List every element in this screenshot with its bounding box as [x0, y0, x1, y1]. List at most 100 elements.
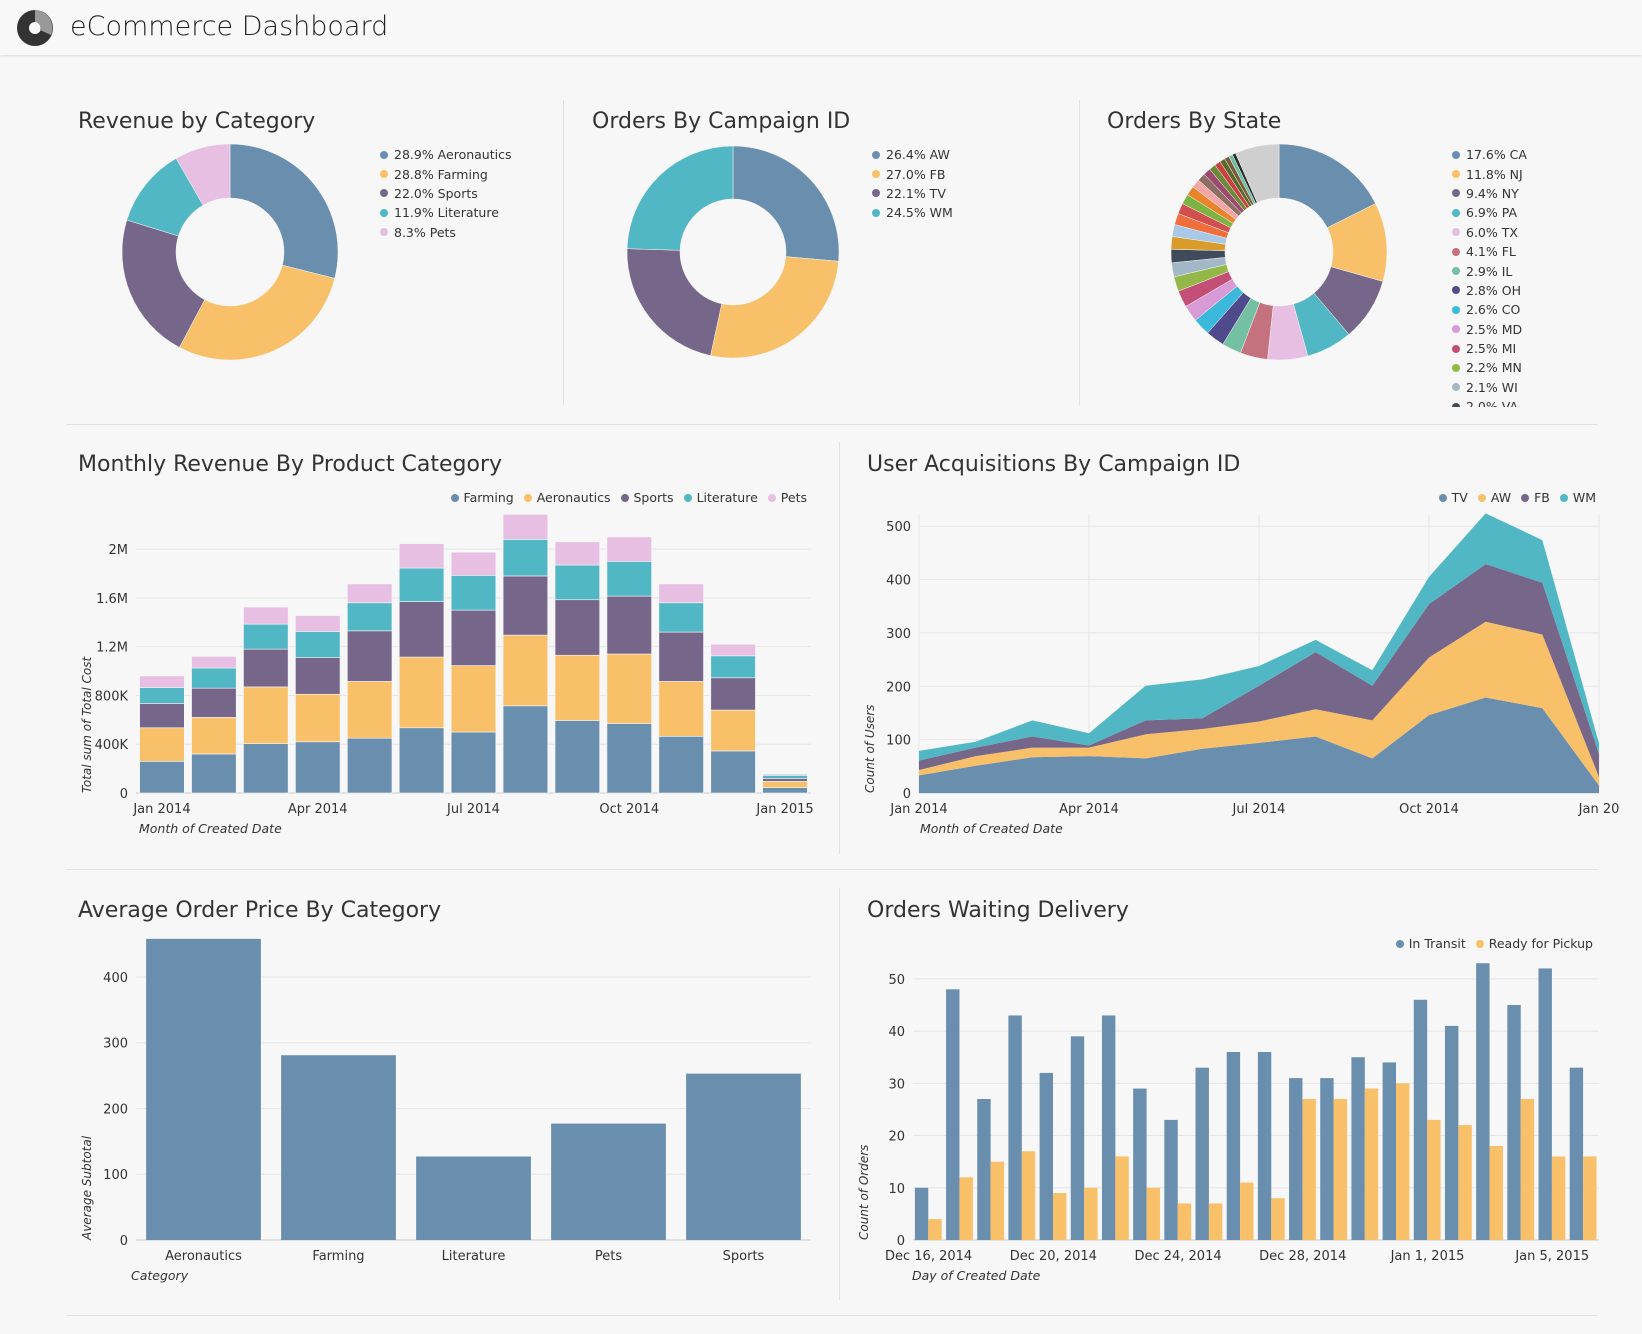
donut-logo-icon[interactable] [17, 10, 53, 46]
legend-label: 6.9% PA [1466, 205, 1518, 221]
legend-item[interactable]: 2.0% VA [1452, 397, 1527, 407]
y-tick-label: 0 [120, 1234, 128, 1249]
legend-label: 6.0% TX [1466, 224, 1518, 240]
legend-item[interactable]: 22.0% Sports [380, 184, 511, 203]
legend-item[interactable]: FB [1521, 490, 1550, 505]
bar-in-transit [1507, 1005, 1521, 1240]
x-tick-label: Apr 2014 [1059, 802, 1119, 817]
bar-segment-aeronautics [762, 781, 808, 788]
legend-item[interactable]: 28.8% Farming [380, 164, 511, 183]
legend-label: 9.4% NY [1466, 185, 1519, 201]
legend-item[interactable]: Pets [767, 490, 807, 505]
bar-segment-aeronautics [191, 717, 237, 755]
legend-item[interactable]: Farming [450, 490, 514, 505]
legend-item[interactable]: WM [1559, 490, 1596, 505]
bar [551, 1123, 666, 1240]
bar-segment-sports [450, 609, 497, 666]
legend-item[interactable]: 17.6% CA [1452, 145, 1527, 164]
legend-dot-icon [1452, 325, 1460, 334]
legend-item[interactable]: 9.4% NY [1452, 184, 1527, 203]
legend-item[interactable]: Ready for Pickup [1475, 936, 1593, 951]
legend-item[interactable]: AW [1477, 490, 1511, 505]
legend-item[interactable]: 2.8% OH [1452, 281, 1527, 300]
bar-ready-for-pickup [1489, 1146, 1503, 1240]
y-tick-label: 200 [103, 1102, 128, 1117]
legend-label: 11.9% Literature [394, 205, 499, 221]
legend-item[interactable]: Literature [683, 490, 758, 505]
legend-item[interactable]: 2.9% IL [1452, 261, 1527, 280]
divider [67, 869, 1597, 870]
bar-segment-pets [658, 583, 704, 604]
legend-item[interactable]: 24.5% WM [872, 203, 953, 222]
panel-title-monthly-revenue: Monthly Revenue By Product Category [78, 452, 503, 477]
legend-item[interactable]: 4.1% FL [1452, 242, 1527, 261]
legend-item[interactable]: 2.1% WI [1452, 378, 1527, 397]
bar-ready-for-pickup [990, 1161, 1005, 1240]
legend-item[interactable]: Sports [620, 490, 674, 505]
legend-item[interactable]: 2.2% MN [1452, 358, 1527, 377]
bar-segment-farming [658, 736, 704, 794]
x-tick-label: Dec 20, 2014 [1010, 1249, 1097, 1264]
bar-ready-for-pickup [1240, 1182, 1254, 1240]
legend-item[interactable]: 6.9% PA [1452, 203, 1527, 222]
bar-in-transit [914, 1187, 929, 1240]
y-tick-label: 2M [109, 543, 129, 558]
legend-label: Sports [633, 490, 674, 505]
bar-in-transit [1257, 1052, 1272, 1240]
bar-ready-for-pickup [1084, 1187, 1098, 1240]
x-tick-label: Jan 2015 [755, 802, 813, 817]
bar-ready-for-pickup [1271, 1198, 1285, 1240]
legend-item[interactable]: 6.0% TX [1452, 223, 1527, 242]
revenue-category-slice [121, 219, 206, 348]
bar-segment-aeronautics [347, 681, 393, 739]
legend-item[interactable]: 11.9% Literature [380, 203, 511, 222]
bar-in-transit [1538, 968, 1552, 1240]
bar-in-transit [1008, 1015, 1022, 1240]
legend-dot-icon [1521, 493, 1530, 502]
legend-item[interactable]: 27.0% FB [872, 164, 953, 183]
y-tick-label: 100 [886, 734, 911, 749]
legend-item[interactable]: 2.5% MD [1452, 320, 1527, 339]
legend-item[interactable]: TV [1438, 490, 1468, 505]
legend-item[interactable]: In Transit [1395, 936, 1466, 951]
y-tick-label: 20 [888, 1130, 905, 1145]
bar-segment-sports [606, 595, 652, 655]
bar-in-transit [1444, 1025, 1459, 1240]
bar-segment-literature [450, 575, 497, 611]
legend-dot-icon [1452, 189, 1460, 198]
bar-segment-sports [658, 631, 704, 682]
x-axis-title: Month of Created Date [139, 821, 282, 836]
y-axis-title: Average Subtotal [80, 1135, 94, 1241]
legend-item[interactable]: 11.8% NJ [1452, 164, 1527, 183]
legend-label: 2.2% MN [1466, 360, 1522, 376]
legend-label: 22.1% TV [886, 185, 946, 201]
legend-item[interactable]: 8.3% Pets [380, 223, 511, 242]
legend-item[interactable]: 22.1% TV [872, 184, 953, 203]
legend-item[interactable]: 28.9% Aeronautics [380, 145, 511, 164]
bar-in-transit [1226, 1052, 1241, 1240]
bar-ready-for-pickup [1177, 1203, 1192, 1240]
orders-by-state-legend[interactable]: 17.6% CA 11.8% NJ 9.4% NY 6.9% PA 6.0% TX 4.1… [1452, 145, 1527, 407]
bar-segment-sports [502, 575, 549, 636]
y-axis-title: Total sum of Total Cost [80, 655, 94, 793]
y-tick-label: 400 [886, 574, 911, 589]
bar-segment-sports [191, 687, 237, 718]
legend-label: FB [1534, 490, 1550, 505]
legend-item[interactable]: 26.4% AW [872, 145, 953, 164]
bar-in-transit [1289, 1078, 1303, 1240]
legend-label: 28.8% Farming [394, 166, 488, 182]
bar-segment-aeronautics [139, 727, 185, 762]
monthly-revenue-legend: Farming Aeronautics Sports Literature Pets [450, 490, 807, 505]
bar-segment-farming [295, 741, 341, 794]
legend-label: 2.0% VA [1466, 399, 1519, 407]
app-header: eCommerce Dashboard [0, 0, 1642, 55]
legend-item[interactable]: 2.5% MI [1452, 339, 1527, 358]
bar-segment-aeronautics [554, 654, 600, 721]
legend-item[interactable]: Aeronautics [523, 490, 611, 505]
legend-label: 2.1% WI [1466, 379, 1518, 395]
bar-segment-pets [295, 615, 341, 632]
legend-dot-icon [1438, 493, 1447, 502]
bar-segment-aeronautics [606, 653, 652, 724]
legend-item[interactable]: 2.6% CO [1452, 300, 1527, 319]
legend-dot-icon [872, 170, 880, 179]
